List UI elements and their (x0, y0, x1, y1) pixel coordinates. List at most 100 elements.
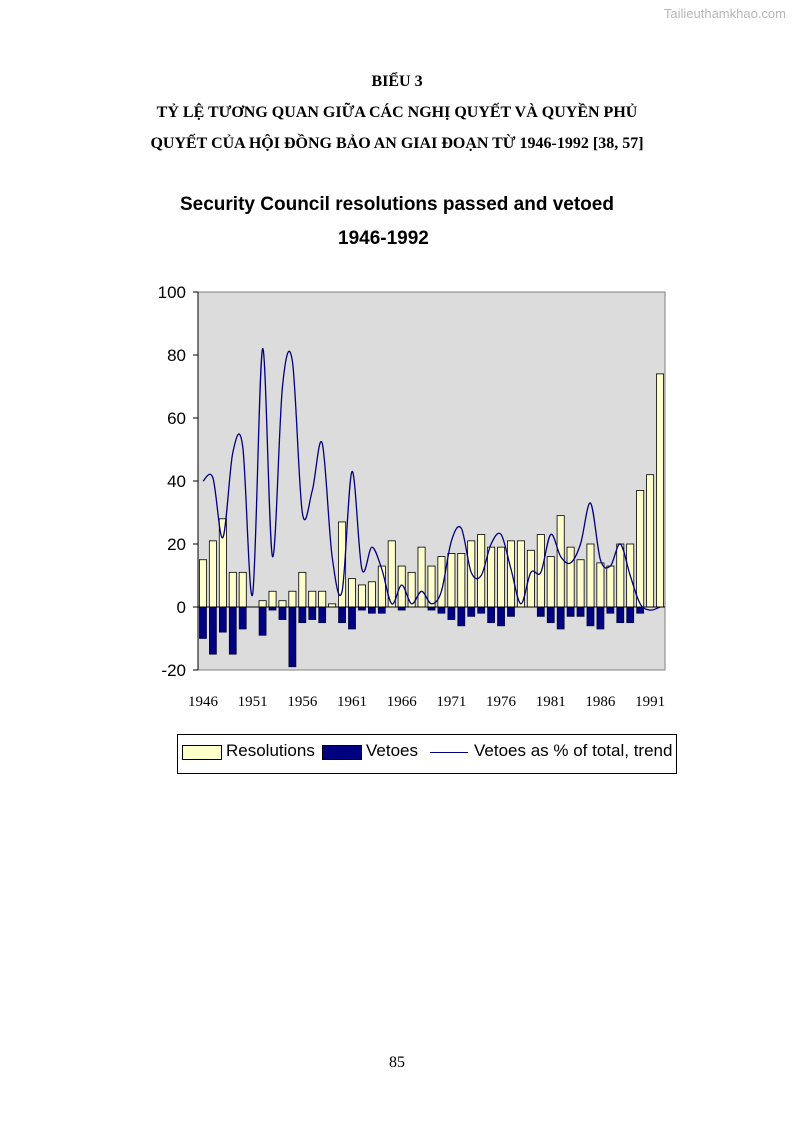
bar-resolutions-1955 (288, 590, 297, 608)
bar-resolutions-1975 (487, 546, 496, 608)
figure-caption-line-2: QUYẾT CỦA HỘI ĐỒNG BẢO AN GIAI ĐOẠN TỪ 1… (150, 135, 644, 152)
x-tick-label: 1956 (287, 694, 318, 710)
y-tick-label: -20 (161, 661, 186, 680)
bar-vetoes-1964 (377, 606, 386, 614)
bar-resolutions-1956 (298, 571, 307, 608)
bar-resolutions-1952 (258, 600, 267, 608)
bar-vetoes-1956 (298, 606, 307, 624)
x-tick-label: 1971 (436, 694, 466, 710)
bar-vetoes-1949 (228, 606, 237, 655)
bar-resolutions-1968 (417, 546, 426, 608)
bar-resolutions-1947 (208, 540, 217, 608)
figure-label: BIỂU 3 (371, 73, 423, 90)
x-tick-label: 1981 (536, 694, 566, 710)
bar-resolutions-1958 (318, 590, 327, 608)
bar-vetoes-1989 (626, 606, 635, 624)
bar-vetoes-1961 (348, 606, 356, 630)
bar-vetoes-1952 (258, 606, 267, 636)
y-tick-label: 40 (167, 472, 186, 491)
bar-vetoes-1946 (199, 606, 207, 639)
bar-vetoes-1955 (288, 606, 297, 668)
chart-subtitle: 1946-1992 (338, 228, 429, 249)
bar-vetoes-1980 (536, 606, 545, 617)
legend-label-vetoes: Vetoes (366, 741, 418, 760)
y-tick-label: 0 (177, 598, 186, 617)
bar-resolutions-1978 (516, 540, 525, 608)
bar-resolutions-1962 (357, 584, 366, 608)
legend-label-resolutions: Resolutions (226, 741, 315, 760)
bar-resolutions-1984 (576, 559, 585, 608)
bar-resolutions-1964 (377, 565, 386, 608)
bar-resolutions-1981 (546, 556, 555, 608)
bar-vetoes-1982 (556, 606, 565, 630)
chart-legend: Resolutions Vetoes Vetoes as % of total,… (177, 734, 677, 774)
x-tick-label: 1976 (486, 694, 517, 710)
x-tick-label: 1991 (635, 694, 665, 710)
bar-resolutions-1976 (497, 546, 506, 608)
bar-resolutions-1992 (656, 373, 665, 608)
bar-resolutions-1972 (457, 553, 466, 608)
bar-resolutions-1983 (566, 546, 575, 608)
legend-line-trend (430, 752, 468, 753)
figure-caption-line-1: TỶ LỆ TƯƠNG QUAN GIỮA CÁC NGHỊ QUYẾT VÀ … (156, 104, 638, 121)
bar-vetoes-1948 (218, 606, 227, 633)
y-tick-label: 80 (167, 346, 186, 365)
bar-resolutions-1961 (348, 578, 356, 608)
bar-vetoes-1972 (457, 606, 466, 627)
bar-vetoes-1985 (586, 606, 595, 627)
legend-swatch-resolutions (182, 745, 222, 760)
y-tick-label: 100 (158, 283, 186, 302)
bar-vetoes-1950 (238, 606, 247, 630)
bar-resolutions-1957 (308, 590, 317, 608)
page-number: 85 (389, 1054, 405, 1071)
bar-vetoes-1984 (576, 606, 585, 617)
bar-vetoes-1963 (368, 606, 376, 614)
x-tick-label: 1951 (238, 694, 268, 710)
bar-vetoes-1986 (596, 606, 605, 630)
x-tick-label: 1966 (387, 694, 418, 710)
bar-vetoes-1947 (209, 606, 217, 655)
bar-resolutions-1982 (556, 515, 565, 608)
bar-resolutions-1977 (507, 540, 515, 608)
bar-vetoes-1954 (278, 606, 287, 620)
bar-resolutions-1963 (367, 581, 376, 608)
bar-vetoes-1976 (497, 606, 505, 627)
line-vetoes-percent-trend (202, 348, 661, 611)
x-tick-label: 1946 (188, 694, 219, 710)
bar-resolutions-1991 (646, 474, 655, 608)
bar-resolutions-1953 (268, 590, 277, 608)
bar-vetoes-1973 (467, 606, 476, 617)
bar-vetoes-1960 (338, 606, 346, 624)
bar-resolutions-1954 (278, 600, 287, 608)
x-tick-label: 1961 (337, 694, 367, 710)
bar-resolutions-1950 (238, 571, 247, 608)
bar-resolutions-1971 (447, 553, 456, 608)
bar-vetoes-1970 (437, 606, 446, 614)
bar-resolutions-1990 (636, 490, 645, 608)
y-tick-label: 60 (167, 409, 186, 428)
bar-vetoes-1987 (606, 606, 615, 614)
bar-vetoes-1983 (566, 606, 575, 617)
bar-resolutions-1988 (616, 543, 625, 608)
y-tick-label: 20 (167, 535, 186, 554)
chart-title: Security Council resolutions passed and … (180, 194, 614, 215)
bar-vetoes-1971 (447, 606, 456, 620)
bar-vetoes-1981 (546, 606, 555, 624)
legend-swatch-vetoes (322, 745, 362, 760)
x-tick-label: 1986 (585, 694, 616, 710)
bar-resolutions-1986 (596, 562, 605, 608)
legend-label-trend: Vetoes as % of total, trend (474, 741, 673, 760)
bar-vetoes-1988 (616, 606, 625, 624)
bar-vetoes-1975 (487, 606, 495, 624)
bar-resolutions-1949 (228, 571, 237, 608)
bar-resolutions-1946 (198, 559, 207, 608)
bar-vetoes-1974 (477, 606, 486, 614)
bar-vetoes-1958 (318, 606, 327, 624)
bar-vetoes-1957 (308, 606, 317, 620)
watermark: Tailieuthamkhao.com (663, 6, 786, 21)
bar-vetoes-1977 (507, 606, 515, 617)
bar-resolutions-1985 (586, 543, 595, 608)
bar-resolutions-1987 (606, 565, 615, 608)
bar-resolutions-1966 (397, 565, 406, 608)
